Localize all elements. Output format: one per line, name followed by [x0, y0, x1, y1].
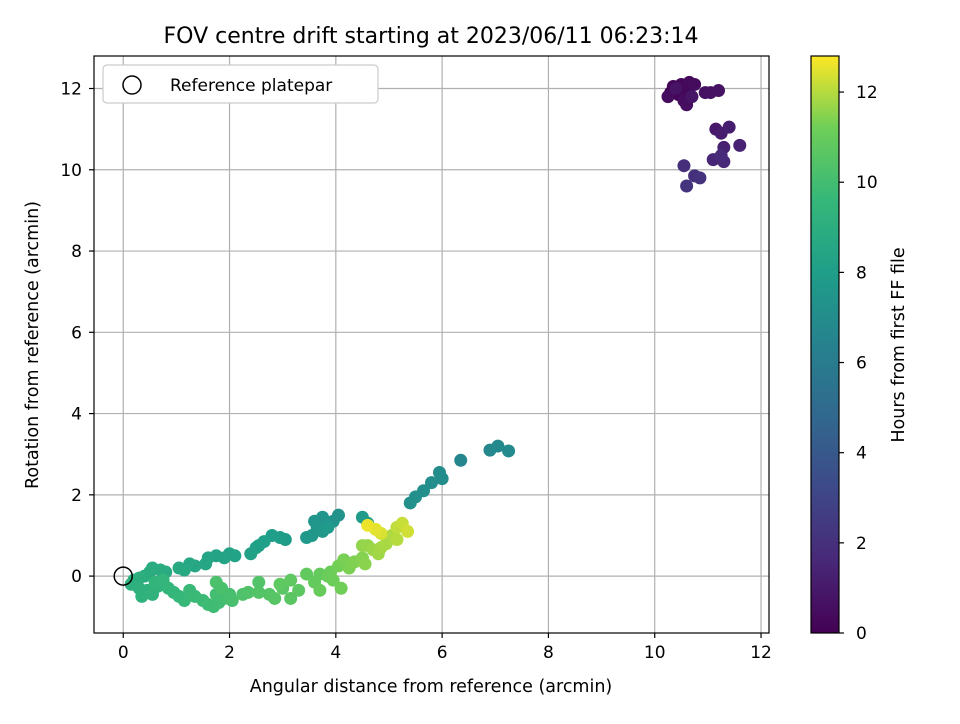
data-point: [722, 120, 736, 134]
colorbar: 0 2 4 6 8 10 12 Hours from first FF file: [810, 55, 909, 644]
plot-frame: [93, 55, 770, 634]
x-tick-label: 2: [224, 643, 235, 663]
data-point: [661, 90, 675, 104]
x-axis-label: Angular distance from reference (arcmin): [250, 677, 613, 697]
data-point: [435, 472, 449, 486]
x-axis-ticks: 0 2 4 6 8 10 12: [118, 633, 772, 663]
legend-label: Reference platepar: [170, 76, 332, 96]
data-point: [284, 573, 298, 587]
data-point: [425, 476, 438, 490]
data-point: [403, 496, 417, 510]
data-point: [252, 575, 266, 589]
data-point: [284, 591, 298, 605]
data-point: [209, 575, 223, 589]
data-points: [124, 75, 747, 614]
data-point: [502, 444, 516, 458]
legend: Reference platepar: [102, 64, 379, 104]
chart-title: FOV centre drift starting at 2023/06/11 …: [164, 24, 699, 49]
data-point: [326, 573, 340, 587]
y-tick-label: 0: [71, 567, 82, 587]
x-tick-label: 12: [750, 643, 772, 663]
grid: [94, 56, 769, 633]
colorbar-tick-label: 10: [856, 173, 878, 193]
data-point: [693, 171, 707, 185]
y-axis-label: Rotation from reference (arcmin): [23, 201, 43, 489]
data-point: [177, 593, 191, 607]
y-tick-label: 10: [60, 161, 82, 181]
colorbar-tick-label: 8: [856, 263, 867, 283]
data-point: [688, 77, 702, 91]
data-point: [712, 84, 726, 98]
data-point: [241, 585, 255, 599]
data-point: [358, 557, 372, 571]
data-point: [714, 149, 728, 163]
data-point: [454, 453, 468, 467]
x-tick-label: 8: [543, 643, 554, 663]
y-tick-label: 2: [71, 486, 82, 506]
legend-box: [102, 64, 379, 104]
data-point: [252, 585, 266, 599]
colorbar-tick-label: 6: [856, 354, 867, 374]
y-tick-label: 8: [71, 242, 82, 262]
data-point: [321, 520, 335, 534]
y-tick-label: 12: [60, 80, 82, 100]
colorbar-ticks: 0 2 4 6 8 10 12: [839, 83, 878, 644]
y-axis-ticks: 0 2 4 6 8 10 12: [60, 80, 94, 587]
data-point: [268, 591, 282, 605]
data-point: [135, 589, 149, 603]
colorbar-tick-label: 12: [856, 83, 878, 103]
colorbar-gradient: [810, 55, 840, 634]
x-tick-label: 0: [118, 643, 129, 663]
colorbar-tick-label: 2: [856, 534, 867, 554]
colorbar-label: Hours from first FF file: [889, 247, 909, 442]
data-point: [401, 524, 415, 538]
x-tick-label: 6: [437, 643, 448, 663]
data-point: [491, 439, 505, 453]
data-point: [733, 138, 747, 152]
data-point: [225, 593, 239, 607]
data-point: [300, 567, 314, 581]
colorbar-tick-label: 4: [856, 444, 867, 464]
data-point: [669, 82, 683, 96]
y-tick-label: 4: [71, 405, 82, 425]
data-point: [361, 518, 375, 532]
data-point: [390, 533, 404, 547]
data-point: [680, 179, 694, 193]
data-point: [313, 583, 327, 597]
reference-marker: [113, 566, 133, 586]
data-point: [273, 577, 287, 591]
data-point: [244, 547, 258, 561]
x-tick-label: 4: [330, 643, 341, 663]
y-tick-label: 6: [71, 323, 82, 343]
data-point: [300, 531, 314, 545]
legend-marker-icon: [122, 75, 142, 95]
data-point: [334, 581, 348, 595]
data-point: [172, 561, 186, 575]
data-point: [677, 159, 691, 173]
data-point: [292, 583, 306, 597]
x-tick-label: 10: [644, 643, 666, 663]
data-point: [199, 557, 213, 571]
data-point: [685, 90, 699, 104]
colorbar-tick-label: 0: [856, 624, 867, 644]
